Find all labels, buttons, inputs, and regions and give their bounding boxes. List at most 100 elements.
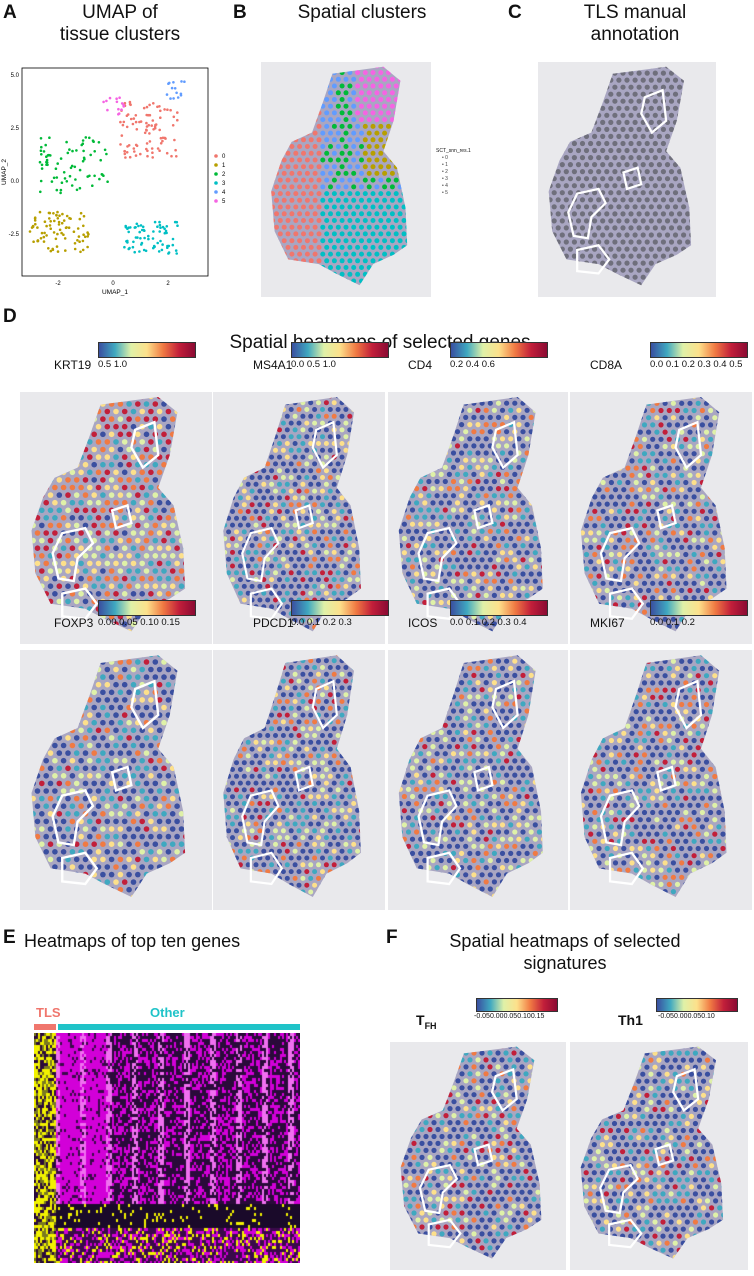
spot (65, 522, 71, 529)
umap-point (161, 139, 164, 143)
spot (504, 457, 510, 463)
spot (596, 225, 602, 231)
spot (499, 535, 506, 542)
umap-point (65, 214, 69, 218)
spot (708, 580, 714, 586)
spot (446, 557, 452, 563)
spot (223, 427, 228, 433)
spot (483, 592, 489, 598)
spot (383, 421, 386, 426)
spot (47, 431, 54, 438)
spot (308, 413, 314, 419)
spot (617, 566, 623, 572)
spot (308, 590, 314, 596)
spot (580, 609, 581, 615)
umap-point (145, 128, 148, 132)
spot (670, 559, 676, 565)
spot (632, 147, 638, 154)
spot (201, 409, 207, 415)
spot (553, 628, 558, 633)
spot (583, 494, 590, 500)
spot (536, 571, 542, 577)
spot (540, 464, 543, 470)
spot (670, 631, 677, 632)
spot (604, 155, 610, 161)
spot (668, 267, 675, 273)
spot (300, 577, 306, 583)
spot (583, 465, 590, 471)
spot (351, 76, 357, 82)
spot (359, 447, 361, 453)
spot (378, 150, 384, 156)
spot (359, 66, 364, 69)
spot (442, 493, 448, 499)
spot (617, 551, 623, 558)
spot (331, 563, 337, 569)
spot (91, 507, 97, 514)
spot (367, 489, 372, 494)
spot (394, 422, 399, 427)
spot (616, 66, 622, 69)
spot (339, 400, 345, 406)
spot (580, 407, 581, 414)
spot (363, 441, 368, 446)
spot (666, 580, 672, 586)
spot (567, 162, 573, 168)
spot (409, 564, 416, 570)
spot (113, 545, 119, 551)
spot (674, 494, 681, 500)
spot (304, 117, 310, 123)
spot (592, 508, 598, 514)
umap-point (159, 239, 162, 243)
spot (316, 164, 322, 170)
spot (417, 245, 422, 250)
spot (271, 231, 276, 237)
spot (674, 580, 681, 586)
spot (65, 537, 71, 544)
spot (304, 475, 310, 480)
spot (720, 429, 726, 435)
spot (555, 84, 561, 90)
spot (281, 130, 287, 136)
spot (620, 183, 626, 189)
spot (414, 457, 420, 463)
spot (327, 407, 333, 412)
spot (230, 549, 235, 555)
spot (312, 638, 317, 643)
panel-c-tissue-image (538, 62, 716, 297)
spot (724, 465, 727, 471)
spot (670, 573, 676, 579)
spot (43, 560, 49, 567)
spot (632, 133, 638, 139)
spot (359, 488, 361, 494)
spot (331, 468, 337, 474)
spot (467, 422, 473, 428)
spot (82, 522, 89, 529)
spot (143, 628, 150, 632)
spot (335, 144, 341, 149)
umap-point (82, 214, 86, 218)
spot (183, 484, 186, 491)
spot (540, 521, 543, 527)
spot (583, 623, 590, 629)
spot (674, 407, 681, 414)
spot (660, 84, 666, 90)
spot (559, 91, 565, 97)
spot (561, 557, 566, 562)
spot (430, 457, 436, 463)
spot (277, 495, 282, 501)
spot (664, 274, 671, 280)
spot (479, 429, 485, 435)
spot (87, 637, 93, 643)
spot (551, 66, 557, 69)
umap-point (175, 155, 178, 158)
spot (540, 621, 543, 627)
spot (289, 66, 295, 69)
spot (549, 450, 554, 455)
spot (316, 97, 322, 102)
spot (559, 232, 565, 238)
spot (666, 422, 672, 428)
spot (708, 465, 714, 471)
spot (43, 621, 49, 627)
spot (300, 632, 305, 637)
